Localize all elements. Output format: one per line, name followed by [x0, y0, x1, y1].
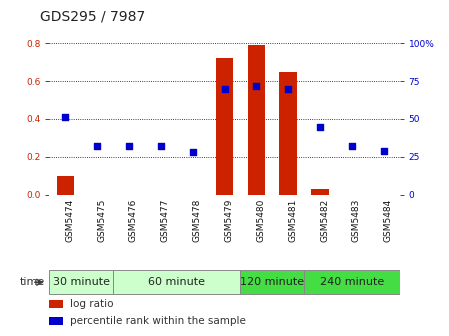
Text: 240 minute: 240 minute: [320, 277, 384, 287]
Text: GSM5482: GSM5482: [320, 199, 329, 242]
Bar: [152, 195, 170, 197]
Point: [285, 86, 292, 91]
Text: 30 minute: 30 minute: [53, 277, 110, 287]
Bar: [57, 176, 74, 195]
FancyBboxPatch shape: [304, 270, 400, 294]
Bar: [247, 45, 265, 195]
Point: [221, 86, 228, 91]
Text: GSM5480: GSM5480: [256, 199, 265, 242]
Text: time: time: [20, 277, 45, 287]
Point: [125, 143, 132, 149]
Text: GSM5479: GSM5479: [224, 199, 233, 242]
Text: GSM5474: GSM5474: [65, 199, 74, 242]
Text: percentile rank within the sample: percentile rank within the sample: [70, 316, 247, 326]
Text: GSM5477: GSM5477: [161, 199, 170, 242]
Text: 120 minute: 120 minute: [240, 277, 304, 287]
Bar: [343, 195, 361, 197]
Point: [317, 124, 324, 129]
Bar: [184, 195, 202, 197]
Bar: [49, 300, 63, 308]
Bar: [216, 58, 233, 195]
Bar: [120, 195, 138, 197]
FancyBboxPatch shape: [49, 270, 113, 294]
Point: [348, 143, 356, 149]
Text: GSM5481: GSM5481: [288, 199, 297, 242]
Point: [189, 150, 196, 155]
Text: GDS295 / 7987: GDS295 / 7987: [40, 9, 145, 24]
FancyBboxPatch shape: [113, 270, 240, 294]
Text: log ratio: log ratio: [70, 299, 114, 309]
Text: GSM5478: GSM5478: [193, 199, 202, 242]
Bar: [279, 72, 297, 195]
Point: [380, 148, 387, 154]
Point: [62, 115, 69, 120]
Bar: [88, 195, 106, 197]
Text: GSM5475: GSM5475: [97, 199, 106, 242]
Bar: [49, 317, 63, 325]
Text: GSM5484: GSM5484: [384, 199, 393, 242]
Bar: [375, 195, 392, 197]
Text: GSM5476: GSM5476: [129, 199, 138, 242]
Text: 60 minute: 60 minute: [148, 277, 205, 287]
Point: [157, 143, 164, 149]
Text: GSM5483: GSM5483: [352, 199, 361, 242]
FancyBboxPatch shape: [240, 270, 304, 294]
Point: [253, 83, 260, 88]
Point: [93, 143, 101, 149]
Bar: [311, 189, 329, 195]
